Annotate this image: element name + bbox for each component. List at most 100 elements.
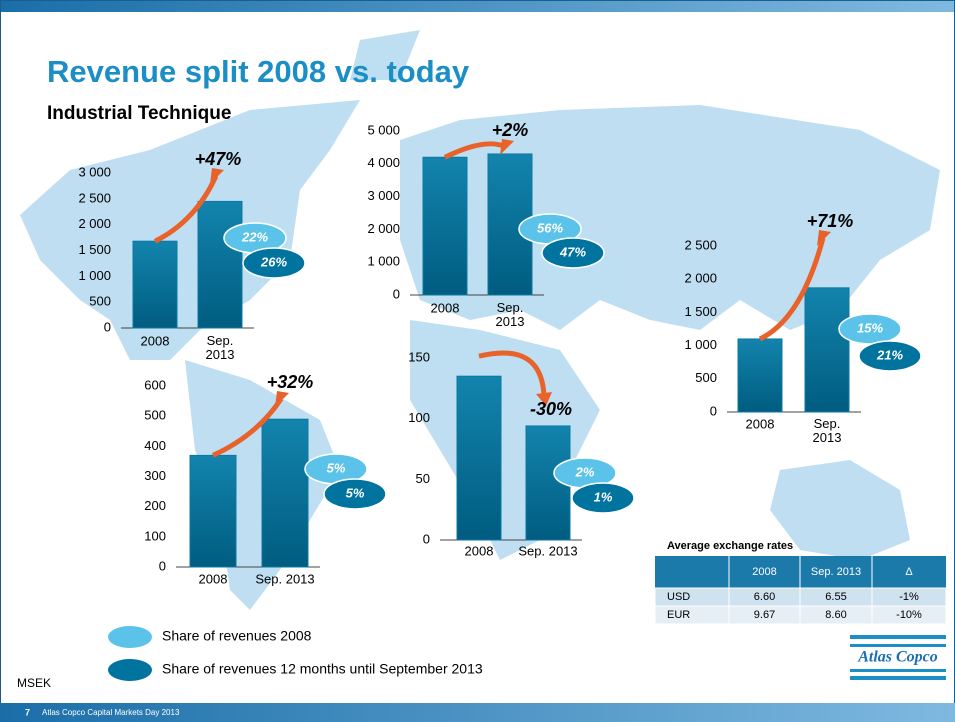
share-bubble — [323, 478, 387, 510]
y-tick-label: 2 500 — [78, 190, 111, 205]
y-tick-label: 500 — [89, 294, 111, 309]
x-tick-label: 2008 — [465, 543, 494, 558]
table-cell: 8.60 — [825, 609, 846, 621]
share-label: 22% — [241, 229, 268, 244]
arrow-head — [817, 230, 831, 246]
logo-line — [850, 644, 946, 647]
trend-arrow — [153, 174, 219, 244]
arrow-head — [210, 168, 224, 184]
y-tick-label: 150 — [408, 349, 430, 364]
growth-label: +71% — [807, 211, 854, 231]
share-label: 1% — [594, 489, 613, 504]
y-tick-label: 0 — [710, 403, 717, 418]
table-cell: 9.67 — [754, 609, 775, 621]
y-tick-label: 1 500 — [78, 242, 111, 257]
share-label: 2% — [575, 464, 595, 479]
table-title: Average exchange rates — [667, 540, 793, 552]
subtitle: Industrial Technique — [47, 103, 231, 124]
y-tick-label: 0 — [393, 286, 400, 301]
slide-title: Revenue split 2008 vs. today — [47, 54, 470, 89]
table-cell: 6.55 — [825, 591, 846, 603]
table-cell: EUR — [667, 609, 690, 621]
header-cell: 2008 — [752, 566, 776, 578]
arrow-head — [500, 139, 514, 155]
logo-text: Atlas Copco — [857, 649, 938, 666]
share-label: 21% — [876, 347, 903, 362]
y-tick-label: 2 000 — [78, 216, 111, 231]
share-label: 5% — [346, 485, 365, 500]
y-tick-label: 500 — [144, 408, 166, 423]
top-bar — [0, 0, 955, 12]
table-cell: -10% — [896, 609, 922, 621]
unit: MSEK — [17, 676, 51, 690]
y-tick-label: 3 000 — [78, 164, 111, 179]
header-cell: Sep. 2013 — [811, 566, 861, 578]
growth-label: +32% — [267, 372, 314, 392]
share-bubble — [858, 340, 922, 372]
share-label: 15% — [857, 320, 883, 335]
logo: Atlas Copco — [850, 635, 946, 680]
share-label: 47% — [559, 244, 586, 259]
bar — [132, 240, 178, 329]
arrow-head — [536, 391, 552, 406]
y-tick-label: 4 000 — [367, 155, 400, 170]
legend-label: Share of revenues 12 months until Septem… — [162, 661, 483, 677]
legend-swatch — [108, 659, 152, 681]
share-label: 26% — [260, 254, 287, 269]
x-tick-label: Sep. 2013 — [518, 543, 577, 558]
header-cell: Δ — [905, 566, 913, 578]
page-number: 7 — [25, 707, 30, 717]
table-cell: 6.60 — [754, 591, 775, 603]
y-tick-label: 500 — [695, 370, 717, 385]
share-label: 56% — [537, 220, 563, 235]
bar — [261, 418, 309, 568]
bar — [197, 200, 243, 329]
x-tick-label: Sep. 2013 — [255, 571, 314, 586]
bar — [422, 156, 468, 296]
legend-label: Share of revenues 2008 — [162, 628, 312, 644]
y-tick-label: 2 000 — [684, 271, 717, 286]
bar — [456, 375, 502, 541]
trend-arrow — [758, 237, 826, 342]
growth-label: +47% — [195, 149, 242, 169]
bar — [804, 287, 850, 413]
y-tick-label: 100 — [408, 410, 430, 425]
x-tick-label: Sep. 2013 — [813, 416, 842, 445]
x-tick-label: 2008 — [746, 416, 775, 431]
y-tick-label: 600 — [144, 377, 166, 392]
share-bubble — [541, 237, 605, 269]
y-tick-label: 200 — [144, 498, 166, 513]
y-tick-label: 0 — [423, 531, 430, 546]
y-tick-label: 0 — [104, 319, 111, 334]
growth-label: +2% — [492, 120, 529, 140]
share-label: 5% — [327, 460, 346, 475]
trend-arrow — [478, 350, 547, 397]
x-tick-label: 2008 — [199, 571, 228, 586]
arrow-head — [275, 391, 289, 407]
y-tick-label: 0 — [159, 558, 166, 573]
logo-line — [850, 669, 946, 672]
trend-arrow — [211, 397, 284, 458]
x-tick-label: Sep. 2013 — [496, 300, 525, 329]
y-tick-label: 5 000 — [367, 122, 400, 137]
table-cell: USD — [667, 591, 690, 603]
y-tick-label: 1 000 — [78, 268, 111, 283]
share-bubble — [242, 247, 306, 279]
y-tick-label: 50 — [416, 471, 430, 486]
y-tick-label: 300 — [144, 468, 166, 483]
growth-label: -30% — [530, 399, 572, 419]
share-bubble — [571, 482, 635, 514]
x-tick-label: Sep. 2013 — [206, 333, 235, 362]
y-tick-label: 2 500 — [684, 237, 717, 252]
x-tick-label: 2008 — [141, 333, 170, 348]
table-cell: -1% — [899, 591, 919, 603]
logo-line — [850, 635, 946, 639]
bar — [189, 454, 237, 568]
logo-line — [850, 676, 946, 680]
x-tick-label: 2008 — [431, 300, 460, 315]
y-tick-label: 3 000 — [367, 188, 400, 203]
y-tick-label: 400 — [144, 438, 166, 453]
bar — [737, 338, 783, 413]
exchange-table: Average exchange rates 2008 Sep. 2013 Δ USD… — [654, 540, 947, 625]
y-tick-label: 1 000 — [684, 337, 717, 352]
